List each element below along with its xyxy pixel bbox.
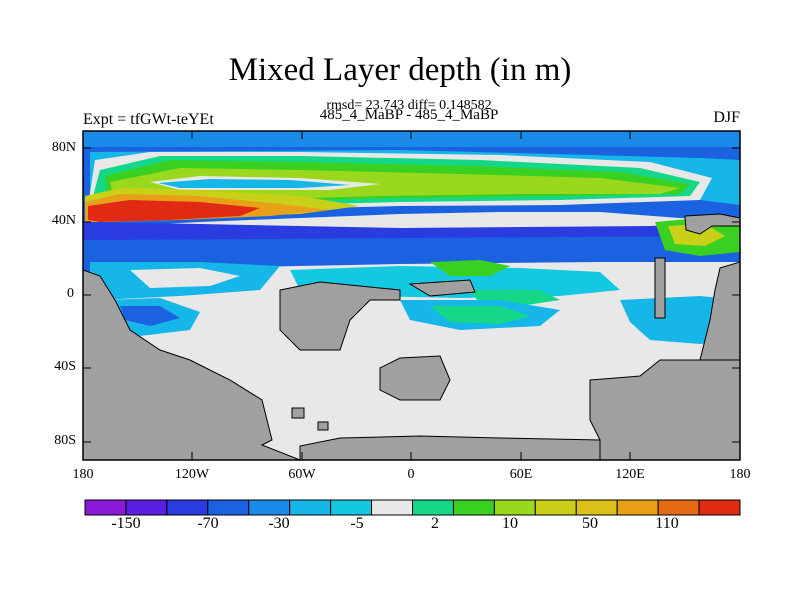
lon-label-60w: 60W: [288, 467, 316, 482]
colorbar-box: [534, 499, 577, 516]
colorbar-box: [657, 499, 700, 516]
colorbar-box: [616, 499, 659, 516]
lat-label-40s: 40S: [54, 359, 76, 374]
lon-ticks: [82, 131, 741, 460]
land-small-island-2: [317, 421, 329, 431]
lon-label-120w: 120W: [174, 467, 210, 482]
tropic-green-patch: [430, 260, 510, 276]
season-label: DJF: [713, 109, 740, 126]
colorbar-label-8: 110: [655, 515, 679, 532]
north-inner-cyan: [158, 179, 350, 188]
experiment-label: Expt = tfGWt-teYEt: [83, 111, 214, 128]
colorbar: [84, 499, 741, 516]
land-ne-coast: [684, 213, 740, 235]
colorbar-box: [289, 499, 332, 516]
colorbar-label-3: -30: [268, 515, 290, 532]
colorbar-box: [207, 499, 250, 516]
land-antarctica: [299, 435, 601, 460]
land-small-island: [291, 407, 305, 419]
lat-label-80s: 80S: [54, 433, 76, 448]
land-americas: [83, 269, 301, 460]
lon-label-180w: 180: [72, 467, 94, 482]
colorbar-box: [248, 499, 291, 516]
lon-label-180e: 180: [729, 467, 751, 482]
colorbar-box: [330, 499, 373, 516]
colorbar-box: [452, 499, 495, 516]
plot-title: Mixed Layer depth (in m): [228, 52, 572, 88]
colorbar-box: [125, 499, 168, 516]
south-teal-patch: [430, 306, 530, 324]
land-island-east: [654, 257, 666, 319]
lon-label-60e: 60E: [509, 467, 533, 482]
colorbar-box: [698, 499, 741, 516]
colorbar-label-1: -150: [111, 515, 141, 532]
map-field: [83, 131, 740, 460]
southwest-blue: [120, 306, 180, 326]
north-red-core: [88, 200, 260, 222]
colorbar-label-6: 10: [502, 515, 518, 532]
lat-label-40n: 40N: [51, 213, 76, 228]
colorbar-label-2: -70: [197, 515, 219, 532]
colorbar-label-5: 2: [431, 515, 439, 532]
northeast-yellow: [668, 224, 725, 246]
colorbar-box: [412, 499, 454, 516]
colorbar-box: [371, 499, 413, 516]
lat-ticks: [83, 147, 740, 443]
land-australia: [379, 355, 451, 401]
colorbar-box: [575, 499, 618, 516]
land-africa: [279, 281, 401, 351]
colorbar-label-7: 50: [582, 515, 598, 532]
lat-label-0: 0: [67, 286, 74, 301]
lon-label-0: 0: [407, 467, 415, 482]
lon-label-120e: 120E: [615, 467, 645, 482]
colorbar-label-4: -5: [350, 515, 364, 532]
tropic-white-west: [130, 268, 240, 288]
colorbar-box: [84, 499, 127, 516]
colorbar-box: [166, 499, 209, 516]
colorbar-box: [493, 499, 536, 516]
land-eurasia-east: [589, 359, 740, 460]
land-africa-north: [408, 279, 476, 297]
stats-line: rmsd= 23.743 diff= 0.148582: [326, 98, 492, 113]
runs-line: 485_4_MaBP - 485_4_MaBP: [319, 107, 499, 123]
lat-label-80n: 80N: [51, 140, 76, 155]
subtropic-blue: [83, 236, 740, 272]
land-east-strip: [699, 261, 740, 361]
